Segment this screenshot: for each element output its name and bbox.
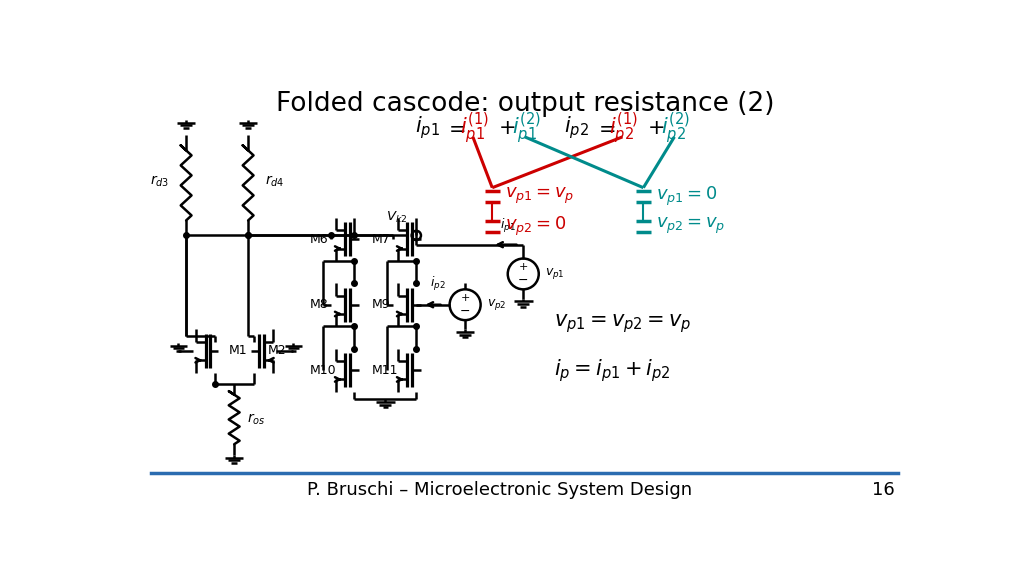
Text: $i_{p2}$: $i_{p2}$ xyxy=(564,114,589,141)
Text: $i_p = i_{p1} + i_{p2}$: $i_p = i_{p1} + i_{p2}$ xyxy=(554,357,671,384)
Text: −: − xyxy=(518,274,528,287)
Text: $v_{p2}$: $v_{p2}$ xyxy=(486,297,507,312)
Text: $i_{p2}^{(2)}$: $i_{p2}^{(2)}$ xyxy=(662,109,690,146)
Text: Folded cascode: output resistance (2): Folded cascode: output resistance (2) xyxy=(275,90,774,117)
Text: $v_{p1} = 0$: $v_{p1} = 0$ xyxy=(655,184,717,208)
Text: +: + xyxy=(461,293,470,303)
Text: 16: 16 xyxy=(872,480,895,499)
Text: $v_{p1}$: $v_{p1}$ xyxy=(545,267,564,282)
Text: −: − xyxy=(460,305,470,318)
Text: $=$: $=$ xyxy=(594,118,615,138)
Text: $i_{p1}$: $i_{p1}$ xyxy=(500,218,516,236)
Text: M6: M6 xyxy=(310,233,329,246)
Text: $r_{d4}$: $r_{d4}$ xyxy=(265,174,285,190)
Text: $r_{os}$: $r_{os}$ xyxy=(247,412,265,427)
Text: $r_{d3}$: $r_{d3}$ xyxy=(150,174,169,190)
Text: M2: M2 xyxy=(267,344,286,358)
Text: P. Bruschi – Microelectronic System Design: P. Bruschi – Microelectronic System Desi… xyxy=(307,480,692,499)
Text: $+$: $+$ xyxy=(498,118,515,138)
Text: M1: M1 xyxy=(228,344,248,358)
Text: $i_{p1}^{(2)}$: $i_{p1}^{(2)}$ xyxy=(512,109,541,146)
Text: $+$: $+$ xyxy=(647,118,665,138)
Text: $v_{p2} = 0$: $v_{p2} = 0$ xyxy=(505,215,566,238)
Text: $i_{p2}$: $i_{p2}$ xyxy=(430,275,445,293)
Text: M10: M10 xyxy=(310,363,337,377)
Text: $=$: $=$ xyxy=(444,118,466,138)
Text: $i_{p1}$: $i_{p1}$ xyxy=(415,114,439,141)
Text: M8: M8 xyxy=(310,298,329,311)
Text: $v_{p1} = v_{p2} = v_p$: $v_{p1} = v_{p2} = v_p$ xyxy=(554,313,691,335)
Text: +: + xyxy=(518,262,528,272)
Text: $V_{k2}$: $V_{k2}$ xyxy=(386,210,407,225)
Text: $v_{p2} = v_p$: $v_{p2} = v_p$ xyxy=(655,216,725,236)
Text: M9: M9 xyxy=(372,298,391,311)
Text: $i_{p1}^{(1)}$: $i_{p1}^{(1)}$ xyxy=(460,109,488,146)
Text: $i_{p2}^{(1)}$: $i_{p2}^{(1)}$ xyxy=(609,109,638,146)
Text: M7: M7 xyxy=(372,233,391,246)
Text: M11: M11 xyxy=(372,363,398,377)
Text: $v_{p1} = v_p$: $v_{p1} = v_p$ xyxy=(505,186,574,206)
